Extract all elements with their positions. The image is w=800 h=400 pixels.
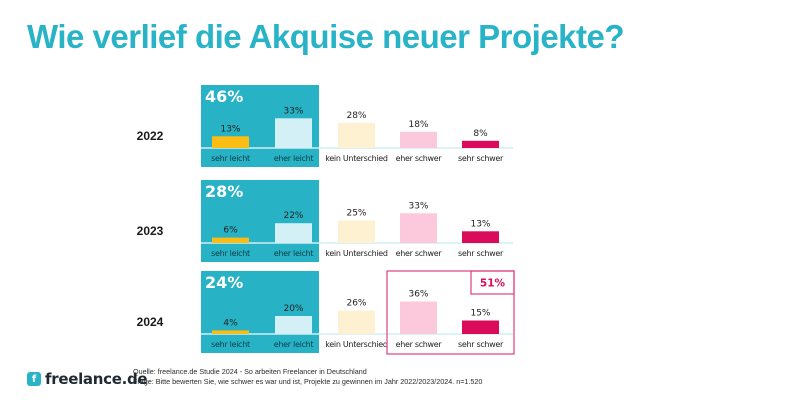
bar-eher-schwer — [400, 301, 437, 334]
category-label: kein Unterschied — [325, 340, 388, 349]
year-label: 2023 — [137, 224, 164, 238]
data-label: 33% — [283, 106, 303, 116]
question-line: Frage: Bitte bewerten Sie, wie schwer es… — [133, 377, 483, 386]
data-label: 8% — [473, 129, 488, 139]
data-label: 20% — [283, 304, 303, 314]
bar-sehr-leicht — [212, 136, 249, 148]
data-label: 22% — [283, 211, 303, 221]
category-label: eher schwer — [396, 340, 443, 349]
data-label: 33% — [408, 201, 428, 211]
category-label: sehr schwer — [458, 340, 504, 349]
easy-total-label: 46% — [205, 87, 243, 106]
data-label: 18% — [408, 120, 428, 130]
data-label: 4% — [223, 318, 238, 328]
category-label: sehr leicht — [211, 340, 250, 349]
freelance-logo-icon: f — [27, 372, 41, 386]
category-label: sehr leicht — [211, 154, 250, 163]
data-label: 25% — [346, 209, 366, 219]
data-label: 26% — [346, 299, 366, 309]
page-title: Wie verlief die Akquise neuer Projekte? — [27, 18, 625, 55]
easy-total-label: 24% — [205, 273, 243, 292]
data-label: 13% — [470, 219, 490, 229]
bar-eher-schwer — [400, 213, 437, 243]
hard-total-box — [470, 270, 515, 295]
bar-sehr-leicht — [212, 237, 249, 243]
bar-eher-schwer — [400, 131, 437, 148]
hard-highlight-box — [386, 270, 515, 355]
data-label: 6% — [223, 226, 238, 236]
category-label: eher leicht — [274, 340, 314, 349]
bar-eher-leicht — [275, 223, 312, 243]
data-label: 13% — [220, 124, 240, 134]
bar-sehr-schwer — [462, 320, 499, 334]
bar-sehr-schwer — [462, 231, 499, 243]
category-label: eher leicht — [274, 154, 314, 163]
freelance-logo: f freelance.de — [27, 370, 148, 388]
category-label: kein Unterschied — [325, 249, 388, 258]
category-label: eher schwer — [396, 154, 443, 163]
category-label: kein Unterschied — [325, 154, 388, 163]
category-label: sehr schwer — [458, 249, 504, 258]
bar-sehr-leicht — [212, 330, 249, 334]
category-label: eher leicht — [274, 249, 314, 258]
year-label: 2024 — [137, 315, 164, 329]
source-line: Quelle: freelance.de Studie 2024 - So ar… — [133, 367, 367, 376]
data-label: 36% — [408, 290, 428, 300]
bar-kein-unterschied — [338, 122, 375, 148]
data-label: 15% — [470, 309, 490, 319]
category-label: sehr schwer — [458, 154, 504, 163]
bar-kein-unterschied — [338, 310, 375, 334]
data-label: 28% — [346, 111, 366, 121]
bar-kein-unterschied — [338, 220, 375, 243]
hard-total-label: 51% — [480, 278, 506, 290]
category-label: eher schwer — [396, 249, 443, 258]
easy-panel — [201, 180, 319, 262]
easy-panel — [201, 271, 319, 353]
category-label: sehr leicht — [211, 249, 250, 258]
bar-eher-leicht — [275, 118, 312, 148]
easy-total-label: 28% — [205, 182, 243, 201]
bar-sehr-schwer — [462, 140, 499, 148]
source-note: Quelle: freelance.de Studie 2024 - So ar… — [133, 367, 482, 387]
logo-text: freelance.de — [45, 370, 148, 388]
bar-eher-leicht — [275, 316, 312, 334]
year-label: 2022 — [137, 129, 164, 143]
